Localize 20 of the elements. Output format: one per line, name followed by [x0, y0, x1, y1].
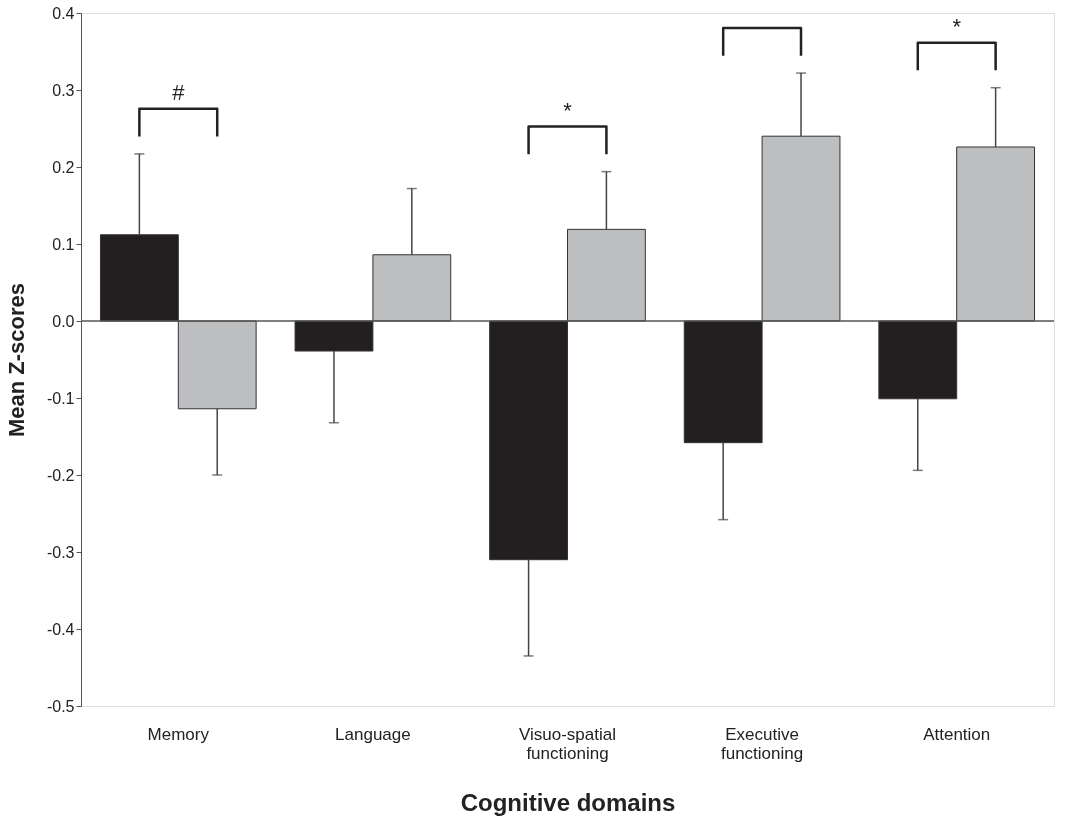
annotation: * — [952, 13, 962, 39]
x-tick-label: Language — [335, 724, 411, 744]
x-axis-title: Cognitive domains — [460, 788, 676, 816]
x-tick-label: Memory — [147, 724, 210, 744]
x-tick-label: Executive functioning — [720, 724, 804, 763]
x-tick-label: Attention — [923, 724, 991, 744]
y-tick-label: 0.4 — [52, 4, 75, 22]
y-tick-label: 0.0 — [52, 312, 75, 330]
y-axis-title: Mean Z-scores — [3, 282, 29, 438]
y-tick-label: -0.1 — [46, 389, 75, 407]
x-tick-label: Visuo-spatial functioning — [518, 724, 617, 763]
y-tick-label: -0.4 — [46, 620, 75, 638]
annotation: * — [563, 97, 573, 123]
y-tick-label: 0.2 — [52, 158, 75, 176]
y-tick-label: -0.5 — [46, 697, 75, 715]
annotation: # — [172, 79, 186, 105]
y-tick-label: 0.1 — [52, 235, 75, 253]
y-tick-label: -0.2 — [46, 466, 75, 484]
y-tick-label: 0.3 — [52, 81, 75, 99]
y-tick-label: -0.3 — [46, 543, 75, 561]
